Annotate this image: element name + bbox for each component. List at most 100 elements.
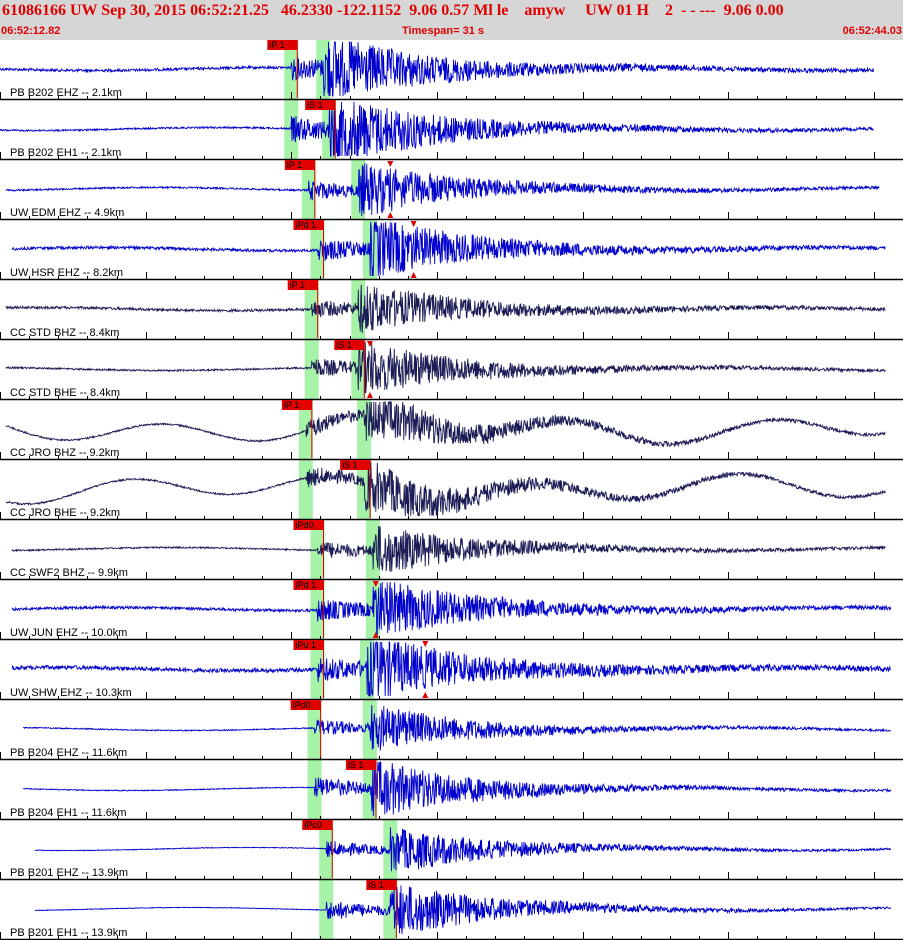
pick-flag (293, 220, 324, 230)
pick-flag (281, 400, 312, 410)
amplitude-marker-top (387, 161, 394, 167)
pick-flag (345, 760, 376, 770)
trace-row: iP 1 (0, 400, 903, 461)
phase-pick: iPd 1 (293, 220, 325, 278)
trace-label: CC STD BHZ -- 8.4km (10, 327, 120, 339)
window-start-time: 06:52:12.82 (1, 25, 61, 37)
trace-row: iPd0 (0, 520, 903, 581)
amplitude-marker-bottom (422, 692, 429, 698)
trace-label: UW JUN EHZ -- 10.0km (10, 627, 128, 639)
waveform (34, 883, 892, 934)
phase-pick: iPc0 (302, 820, 333, 878)
pick-flag (267, 40, 298, 50)
phase-pick: iS 1 (366, 880, 397, 938)
waveform (23, 761, 892, 817)
trace-row: iP 1 (0, 40, 903, 101)
waveform (0, 41, 874, 98)
amplitude-marker-top (366, 341, 373, 347)
trace-label: UW EDM EHZ -- 4.9km (10, 207, 125, 219)
trace-label: UW SHW EHZ -- 10.3km (10, 687, 132, 699)
waveform (0, 101, 874, 157)
trace-label: PB B202 EH1 -- 2.1km (10, 147, 122, 159)
amplitude-marker-top (372, 581, 379, 587)
trace-row: iS 1 (0, 460, 903, 521)
pick-flag (293, 520, 324, 530)
trace-label: PB B204 EH1 -- 11.6km (10, 807, 127, 819)
pick-flag (305, 100, 336, 110)
waveform (5, 284, 886, 334)
pick-flag-label: iPd 1 (296, 220, 317, 230)
trace-row: iPc0 (0, 820, 903, 881)
trace-row: iP 1 (0, 160, 903, 221)
waveform (11, 221, 886, 277)
trace-row: iPd 1 (0, 580, 903, 641)
amplitude-marker-bottom (372, 632, 379, 638)
pick-flag-label: iP 1 (290, 280, 305, 290)
pick-flag-label: iP 1 (287, 160, 302, 170)
waveform (5, 401, 886, 448)
pick-flag (293, 640, 324, 650)
trace-row: iPu 1 (0, 640, 903, 701)
phase-pick: iPu 1 (293, 640, 325, 698)
phase-pick: iPd 1 (293, 580, 325, 638)
pick-flag (290, 700, 321, 710)
phase-pick: iP 1 (287, 280, 319, 338)
pick-flag-label: iP 1 (284, 400, 299, 410)
trace-row: iS 1 (0, 100, 903, 161)
pick-flag-label: iPd0 (296, 520, 314, 530)
phase-pick: iP 1 (267, 40, 298, 98)
p-band-shape (284, 40, 334, 940)
waveform (5, 341, 886, 394)
trace-label: PB B201 EHZ -- 13.9km (10, 867, 128, 879)
waveform (5, 162, 880, 217)
trace-label: CC JRO BHE -- 9.2km (10, 507, 121, 519)
pick-flag-label: iP 1 (269, 40, 284, 50)
pick-flag (284, 160, 315, 170)
phase-pick: iS 1 (340, 460, 371, 518)
phase-pick: iPd0 (290, 700, 322, 758)
trace-label: CC JRO BHZ -- 9.2km (10, 447, 120, 459)
waveform (11, 640, 891, 697)
event-summary-title: 61086166 UW Sep 30, 2015 06:52:21.25 46.… (2, 2, 784, 19)
amplitude-marker-bottom (366, 392, 373, 398)
p-phase-band (284, 40, 334, 940)
pick-flag-label: iS 1 (307, 100, 323, 110)
trace-row: iS 1 (0, 880, 903, 940)
pick-flag-label: iPc0 (304, 820, 322, 830)
seismogram-canvas[interactable]: iP 1 iS 1 iP 1 iPd 1 iP 1 iS 1 iP 1 iS 1 iPd0 iPd… (0, 40, 903, 940)
waveform (11, 581, 892, 637)
trace-row: iPd0 (0, 700, 903, 761)
pick-flag-label: iS 1 (368, 880, 384, 890)
trace-label: UW HSR EHZ -- 8.2km (10, 267, 124, 279)
amplitude-marker-bottom (410, 272, 417, 278)
phase-pick: iS 1 (345, 760, 377, 818)
trace-row: iS 1 (0, 760, 903, 821)
pick-flag (302, 820, 333, 830)
amplitude-marker-top (422, 641, 429, 647)
pick-flag (293, 580, 324, 590)
pick-flag (334, 340, 365, 350)
pick-flag (287, 280, 318, 290)
pick-flag (340, 460, 371, 470)
pick-flag-label: iS 1 (348, 760, 364, 770)
trace-row: iS 1 (0, 340, 903, 401)
trace-label: PB B202 EHZ -- 2.1km (10, 87, 122, 99)
phase-pick: iP 1 (281, 400, 313, 458)
trace-label: CC SWF2 BHZ -- 9.9km (10, 567, 128, 579)
trace-label: PB B201 EH1 -- 13.9km (10, 927, 128, 939)
pick-flag-label: iPu 1 (296, 640, 317, 650)
event-header: 61086166 UW Sep 30, 2015 06:52:21.25 46.… (0, 0, 903, 40)
pick-flag-label: iS 1 (336, 340, 352, 350)
amplitude-marker-bottom (387, 212, 394, 218)
seismogram-panel[interactable]: iP 1 iS 1 iP 1 iPd 1 iP 1 iS 1 iP 1 iS 1 iPd0 iPd… (0, 40, 903, 940)
trace-label: PB B204 EHZ -- 11.6km (10, 747, 128, 759)
phase-pick: iPd0 (293, 520, 325, 578)
window-end-time: 06:52:44.03 (842, 25, 902, 37)
pick-flag (366, 880, 397, 890)
timespan-readout: Timespan= 31 s (402, 25, 485, 37)
pick-flag-label: iPd0 (293, 700, 311, 710)
trace-label: CC STD BHE -- 8.4km (10, 387, 121, 399)
amplitude-marker-top (410, 221, 417, 227)
trace-row: iPd 1 (0, 220, 903, 281)
waveform (35, 827, 892, 872)
